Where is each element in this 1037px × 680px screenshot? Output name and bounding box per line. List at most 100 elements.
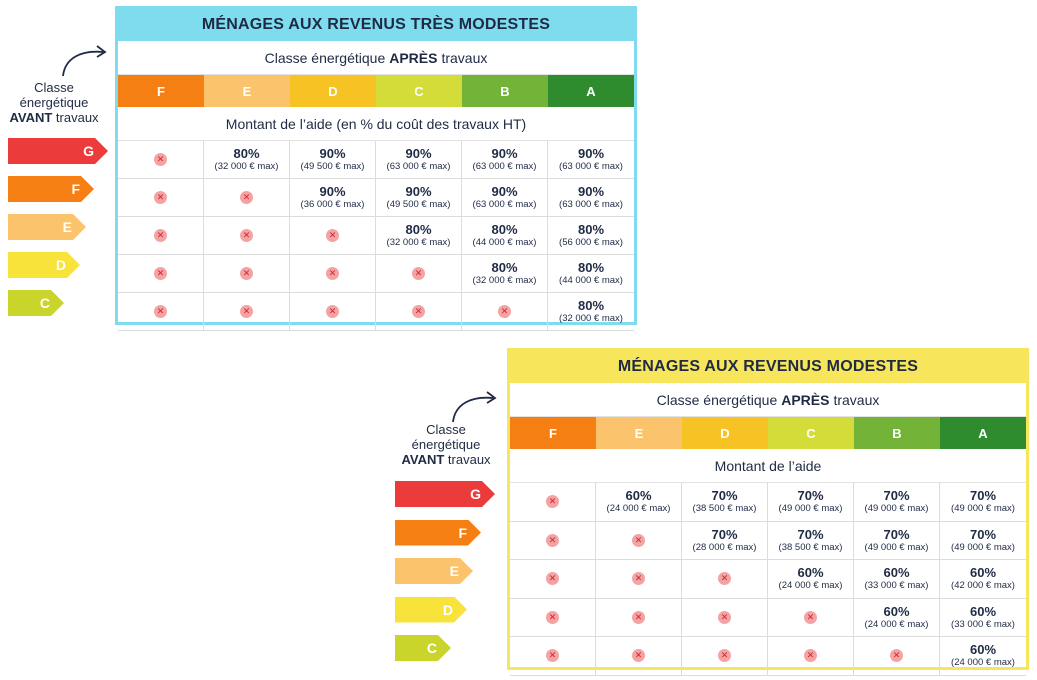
aid-cell: 60% (24 000 € max) [940, 637, 1026, 676]
aid-cell: 90% (49 500 € max) [290, 141, 376, 179]
aid-percent: 90% [319, 184, 346, 199]
cross-icon: ✕ [632, 572, 645, 586]
not-eligible-cell: ✕ [768, 637, 854, 676]
aid-percent: 60% [883, 565, 910, 581]
not-eligible-cell: ✕ [682, 598, 768, 637]
aid-max: (24 000 € max) [951, 657, 1015, 669]
cross-icon: ✕ [546, 572, 559, 586]
aid-cell: 70% (28 000 € max) [682, 521, 768, 560]
aid-cell: 90% (63 000 € max) [462, 179, 548, 217]
after-class-f: F [118, 75, 204, 107]
not-eligible-cell: ✕ [596, 637, 682, 676]
aid-max: (63 000 € max) [472, 161, 537, 172]
cross-icon: ✕ [154, 229, 167, 242]
aid-cell: 60% (42 000 € max) [940, 560, 1026, 599]
not-eligible-cell: ✕ [510, 598, 596, 637]
aid-max: (56 000 € max) [559, 237, 623, 248]
aid-percent: 70% [969, 488, 997, 504]
aid-table: ✕ 60% (24 000 € max) 70% (38 500 € max) 70% (4… [510, 483, 1026, 676]
aid-max: (32 000 € max) [472, 275, 537, 286]
after-class-b: B [462, 75, 548, 107]
cross-icon: ✕ [718, 572, 731, 586]
after-class-d: D [290, 75, 376, 107]
not-eligible-cell: ✕ [290, 255, 376, 293]
aid-percent: 80% [577, 298, 605, 313]
not-eligible-cell: ✕ [682, 637, 768, 676]
aid-percent: 90% [319, 146, 346, 161]
aid-percent: 70% [711, 526, 738, 542]
aid-max: (33 000 € max) [864, 580, 929, 592]
aid-cell: 60% (24 000 € max) [768, 560, 854, 599]
not-eligible-cell: ✕ [118, 293, 204, 331]
after-class-b: B [854, 417, 940, 449]
cross-icon: ✕ [240, 305, 253, 318]
cross-icon: ✕ [546, 610, 559, 624]
aid-max: (49 000 € max) [864, 503, 929, 515]
aid-max: (49 500 € max) [386, 199, 451, 210]
aid-max: (49 500 € max) [300, 161, 365, 172]
not-eligible-cell: ✕ [204, 179, 290, 217]
cross-icon: ✕ [326, 267, 339, 280]
aid-max: (28 000 € max) [692, 541, 757, 553]
amount-header: Montant de l’aide [510, 449, 1026, 483]
cross-icon: ✕ [154, 153, 167, 166]
aid-percent: 90% [405, 146, 432, 161]
side-label-avant: Classe énergétique AVANT travaux [9, 80, 99, 125]
aid-percent: 70% [797, 526, 824, 542]
cross-icon: ✕ [240, 191, 253, 204]
aid-percent: 90% [577, 184, 605, 199]
aid-cell: 70% (49 000 € max) [854, 521, 940, 560]
aid-percent: 80% [405, 222, 432, 237]
not-eligible-cell: ✕ [204, 217, 290, 255]
aid-percent: 80% [491, 222, 518, 237]
cross-icon: ✕ [546, 649, 559, 663]
not-eligible-cell: ✕ [118, 179, 204, 217]
cross-icon: ✕ [632, 533, 645, 547]
cross-icon: ✕ [326, 305, 339, 318]
aid-max: (38 500 € max) [778, 541, 843, 553]
amount-header: Montant de l’aide (en % du coût des trav… [118, 107, 634, 141]
aid-cell: 90% (63 000 € max) [548, 141, 634, 179]
aid-percent: 90% [491, 146, 518, 161]
curved-arrow-icon [452, 391, 497, 423]
aid-cell: 60% (33 000 € max) [854, 560, 940, 599]
aid-max: (44 000 € max) [472, 237, 537, 248]
not-eligible-cell: ✕ [118, 255, 204, 293]
aid-cell: 80% (44 000 € max) [462, 217, 548, 255]
aid-cell: 70% (49 000 € max) [940, 483, 1026, 522]
cross-icon: ✕ [804, 649, 817, 663]
aid-cell: 60% (33 000 € max) [940, 599, 1026, 637]
after-class-c: C [768, 417, 854, 449]
after-class-e: E [204, 75, 290, 107]
cross-icon: ✕ [632, 649, 645, 663]
cross-icon: ✕ [240, 229, 253, 242]
aid-max: (49 000 € max) [864, 541, 929, 553]
aid-max: (63 000 € max) [559, 161, 623, 172]
cross-icon: ✕ [718, 649, 731, 663]
aid-cell: 80% (56 000 € max) [548, 217, 634, 255]
aid-cell: 80% (32 000 € max) [204, 141, 290, 179]
after-class-f: F [510, 417, 596, 449]
aid-max: (63 000 € max) [472, 199, 537, 210]
cross-icon: ✕ [326, 229, 339, 242]
cross-icon: ✕ [546, 533, 559, 547]
before-class-tag-c: C [395, 635, 451, 661]
aid-max: (49 000 € max) [951, 503, 1015, 515]
aid-max: (24 000 € max) [606, 503, 671, 515]
aid-percent: 80% [491, 260, 518, 275]
aid-max: (33 000 € max) [951, 618, 1015, 630]
before-class-tag-d: D [8, 252, 80, 278]
after-class-d: D [682, 417, 768, 449]
aid-max: (32 000 € max) [559, 313, 623, 324]
cross-icon: ✕ [804, 610, 817, 624]
aid-percent: 60% [883, 603, 910, 619]
aid-percent: 90% [405, 184, 432, 199]
cross-icon: ✕ [412, 267, 425, 280]
aid-max: (63 000 € max) [559, 199, 623, 210]
after-works-header: Classe énergétique APRÈS travaux [510, 383, 1026, 417]
not-eligible-cell: ✕ [118, 217, 204, 255]
aid-percent: 70% [969, 526, 997, 542]
aid-max: (63 000 € max) [386, 161, 451, 172]
cross-icon: ✕ [890, 649, 903, 663]
aid-percent: 60% [969, 565, 997, 581]
